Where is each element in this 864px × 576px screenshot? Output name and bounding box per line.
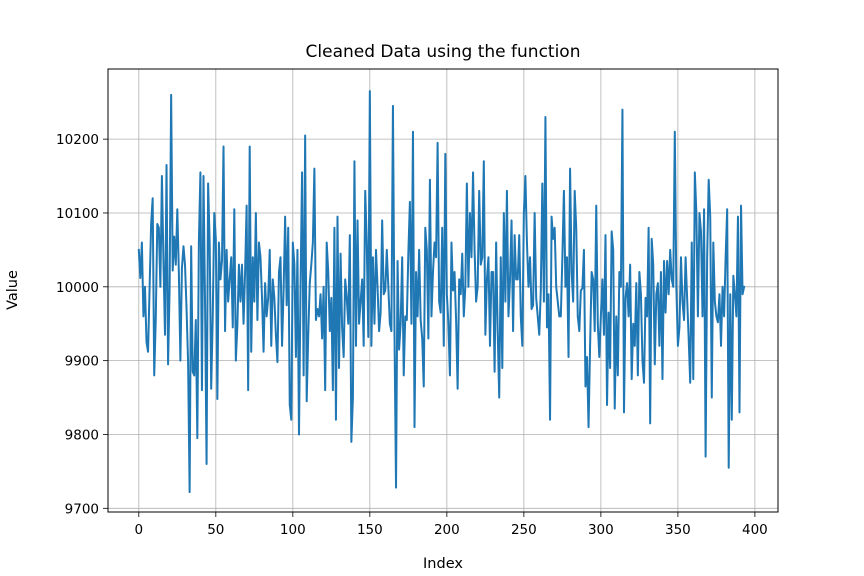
x-tick-label: 350 — [665, 522, 691, 538]
x-tick-label: 300 — [588, 522, 614, 538]
x-tick-label: 400 — [742, 522, 768, 538]
plot-frame — [107, 68, 779, 513]
x-axis-label: Index — [423, 556, 463, 572]
x-tick-label: 200 — [434, 522, 460, 538]
y-tick-label: 9700 — [65, 501, 99, 517]
y-tick-label: 10100 — [56, 206, 99, 222]
y-axis: 9700 9800 9900 10000 10100 10200 — [56, 132, 108, 517]
x-tick-label: 150 — [357, 522, 383, 538]
x-tick-label: 250 — [511, 522, 537, 538]
x-axis: 0 50 100 150 200 250 300 350 400 — [135, 512, 768, 538]
series-line-0 — [137, 90, 746, 494]
y-tick-label: 10200 — [56, 132, 99, 148]
y-tick-label: 10000 — [56, 280, 99, 296]
y-axis-label: Value — [5, 270, 21, 310]
y-tick-label: 9900 — [65, 354, 99, 370]
grid — [108, 69, 778, 512]
x-tick-label: 50 — [207, 522, 224, 538]
series-layer — [137, 90, 746, 494]
y-tick-label: 9800 — [65, 427, 99, 443]
chart-title: Cleaned Data using the function — [306, 42, 581, 62]
x-tick-label: 100 — [280, 522, 306, 538]
x-tick-label: 0 — [135, 522, 144, 538]
